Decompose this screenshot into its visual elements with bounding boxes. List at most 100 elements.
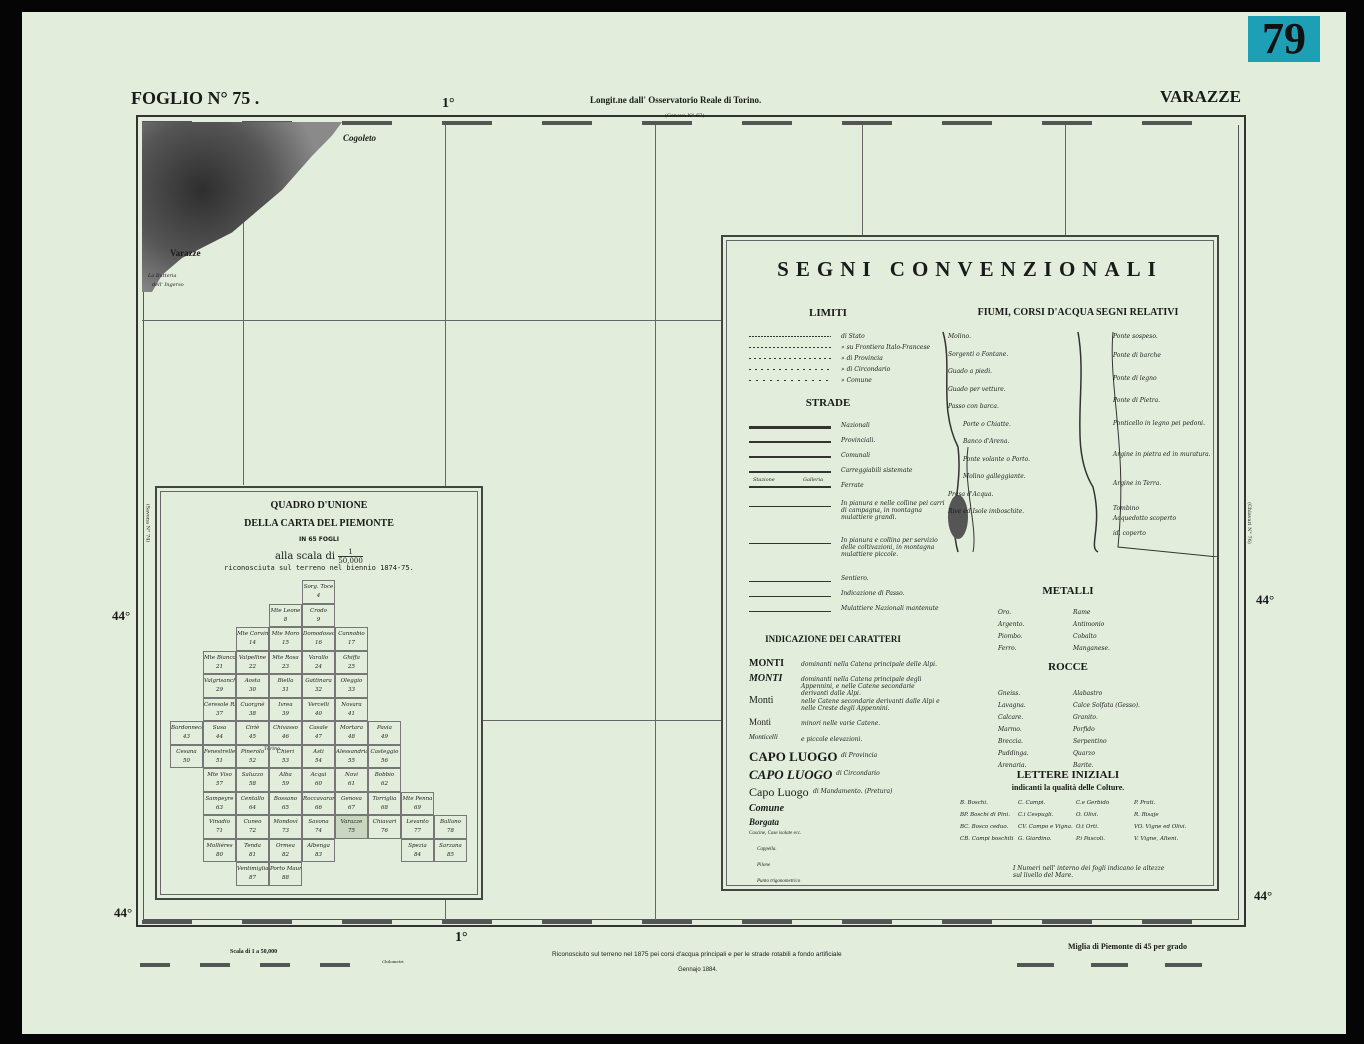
metal-symbol-label: Manganese. [1073, 645, 1110, 652]
sheet-cell-name: Mte Penna [402, 795, 433, 802]
sheet-cell-number: 64 [249, 804, 256, 811]
index-sheet-cell[interactable]: Albenga 83 [302, 838, 335, 862]
index-sheet-cell[interactable]: Mte Viso 57 [203, 768, 236, 792]
rock-symbol-label: Marmo. [998, 726, 1022, 733]
index-sheet-cell[interactable]: Novara 41 [335, 697, 368, 721]
index-sheet-cell[interactable]: Fenestrelle 51 [203, 744, 236, 768]
index-sheet-cell[interactable]: Ballano 78 [434, 815, 467, 839]
index-sheet-cell[interactable]: Ormea 82 [269, 838, 302, 862]
grid-line [483, 720, 722, 721]
index-sheet-cell[interactable]: Levanto 77 [401, 815, 434, 839]
river-sign-label: Presa d'Acqua. [948, 490, 994, 498]
graduation-top [142, 121, 1240, 125]
sheet-cell-name: Casteggio [370, 748, 399, 755]
metal-symbol-label: Antimonio [1073, 621, 1105, 628]
index-sheet-cell[interactable]: Asti 54 [302, 744, 335, 768]
index-sheet-cell[interactable]: Sorg. Toce 4 [302, 580, 335, 604]
index-sheet-cell[interactable]: Sarzana 85 [434, 838, 467, 862]
index-sheet-cell[interactable]: Genova 67 [335, 791, 368, 815]
index-sheet-cell[interactable]: Casale 47 [302, 721, 335, 745]
strade-heading: STRADE [805, 397, 851, 409]
legend-panel: SEGNI CONVENZIONALI LIMITI di Stato » su … [721, 235, 1219, 891]
scale-bar-miles[interactable] [1017, 963, 1239, 967]
scale-numerator: 1 [338, 548, 363, 557]
index-sheet-cell[interactable]: Sampeyre 63 [203, 791, 236, 815]
character-desc: di Mandamento. (Pretura) [813, 788, 893, 795]
index-sheet-cell[interactable]: Saluzzo 58 [236, 768, 269, 792]
sheet-title: FOGLIO N° 75 . [131, 88, 260, 108]
rock-symbol-label: Arenaria. [998, 762, 1027, 769]
index-sheet-cell[interactable]: Ceresole Rle 37 [203, 697, 236, 721]
index-sheet-cell[interactable]: Domodossola 16 [302, 627, 335, 651]
index-sheet-cell[interactable]: Valgrisanche 29 [203, 674, 236, 698]
index-sheet-cell[interactable]: Varazze 75 [335, 815, 368, 839]
index-sheet-cell[interactable]: Novi 61 [335, 768, 368, 792]
index-sheet-cell[interactable]: Cuneo 72 [236, 815, 269, 839]
index-sheet-cell[interactable]: Torriglia 68 [368, 791, 401, 815]
adjacent-sheet-left: (Savona N° 74) [144, 503, 151, 543]
index-sheet-cell[interactable]: Savona 74 [302, 815, 335, 839]
index-sheet-cell[interactable]: Mte Penna 69 [401, 791, 434, 815]
river-sign-label: Porte o Chiatte. [963, 420, 1011, 428]
boundary-label: di Stato [841, 333, 865, 340]
latitude-left: 44° [112, 608, 131, 623]
index-sheet-cell[interactable]: Bobbio 62 [368, 768, 401, 792]
index-sheet-cell[interactable]: Bossano 65 [269, 791, 302, 815]
character-sample: MONTI [749, 658, 784, 669]
index-sheet-cell[interactable]: Chivasso 46 [269, 721, 302, 745]
path-label: Mulattiere Nazionali mantenute [841, 605, 939, 612]
river-sign-label: Molino galleggiante. [963, 473, 1026, 480]
index-sheet-cell[interactable]: Biella 31 [269, 674, 302, 698]
rock-symbol-label: Serpentino [1073, 738, 1107, 745]
index-sheet-cell[interactable]: Centallo 64 [236, 791, 269, 815]
index-sheet-cell[interactable]: Mte Corvino 14 [236, 627, 269, 651]
index-scale: alla scala di 1 50,000 [275, 548, 363, 565]
index-sheet-cell[interactable]: Valpelline 22 [236, 650, 269, 674]
index-sheet-cell[interactable]: Mte Leone 8 [269, 603, 302, 627]
index-sheet-cell[interactable]: Susa 44 [203, 721, 236, 745]
index-sheet-cell[interactable]: Ghiffa 25 [335, 650, 368, 674]
survey-date: Gennajo 1884. [678, 967, 718, 973]
index-sheet-cell[interactable]: Gattinara 32 [302, 674, 335, 698]
index-sheet-cell[interactable]: Oleggio 33 [335, 674, 368, 698]
index-sheet-cell[interactable]: Porto Maurizio 88 [269, 862, 302, 886]
index-sheet-cell[interactable]: Alessandria 55 [335, 744, 368, 768]
index-sheet-cell[interactable]: Spezia 84 [401, 838, 434, 862]
culture-letter: BC. Bosco ceduo. [960, 824, 1009, 830]
index-sheet-cell[interactable]: Roccavarano 66 [302, 791, 335, 815]
index-sheet-cell[interactable]: Chiavari 76 [368, 815, 401, 839]
road-symbol [749, 456, 831, 458]
index-sheet-cell[interactable]: Pavia 49 [368, 721, 401, 745]
index-sheet-cell[interactable]: Ventimiglia 87 [236, 862, 269, 886]
sheet-cell-number: 8 [283, 616, 288, 623]
index-sheet-cell[interactable]: Vercelli 40 [302, 697, 335, 721]
index-sheet-cell[interactable]: Aosta 30 [236, 674, 269, 698]
index-sheet-cell[interactable]: Chieri 53 [269, 744, 302, 768]
index-sheet-cell[interactable]: Cannobio 17 [335, 627, 368, 651]
index-sheet-cell[interactable]: Mte Bianco 21 [203, 650, 236, 674]
sheet-cell-number: 29 [216, 687, 223, 693]
rock-symbol-label: Barite. [1073, 762, 1094, 769]
index-sheet-cell[interactable]: Crodo 9 [302, 603, 335, 627]
index-sheet-cell[interactable]: Alba 59 [269, 768, 302, 792]
grid-line [243, 125, 244, 485]
scale-bar-km[interactable] [140, 963, 380, 967]
index-sheet-cell[interactable]: Pinerolo 52 [236, 744, 269, 768]
metal-symbol-label: Oro. [998, 609, 1012, 616]
index-sheet-cell[interactable]: Tenda 81 [236, 838, 269, 862]
index-sheet-cell[interactable]: Ciriè 45 [236, 721, 269, 745]
index-sheet-cell[interactable]: Bardonnecchia 43 [170, 721, 203, 745]
index-sheet-cell[interactable]: Cuorgnè 38 [236, 697, 269, 721]
index-sheet-cell[interactable]: Varallo 24 [302, 650, 335, 674]
index-sheet-cell[interactable]: Mte Rosa 23 [269, 650, 302, 674]
index-sheet-cell[interactable]: Ivrea 39 [269, 697, 302, 721]
index-sheet-cell[interactable]: Acqui 60 [302, 768, 335, 792]
index-sheet-cell[interactable]: Mte Moro 15 [269, 627, 302, 651]
index-sheet-cell[interactable]: Mortara 48 [335, 721, 368, 745]
index-sheet-cell[interactable]: Casteggio 56 [368, 744, 401, 768]
index-sheet-cell[interactable]: Cesana 50 [170, 744, 203, 768]
index-sheet-cell[interactable]: Vinadio 71 [203, 815, 236, 839]
sheet-cell-number: 49 [381, 734, 388, 740]
index-sheet-cell[interactable]: Molliéres 80 [203, 838, 236, 862]
index-sheet-cell[interactable]: Mondovì 73 [269, 815, 302, 839]
